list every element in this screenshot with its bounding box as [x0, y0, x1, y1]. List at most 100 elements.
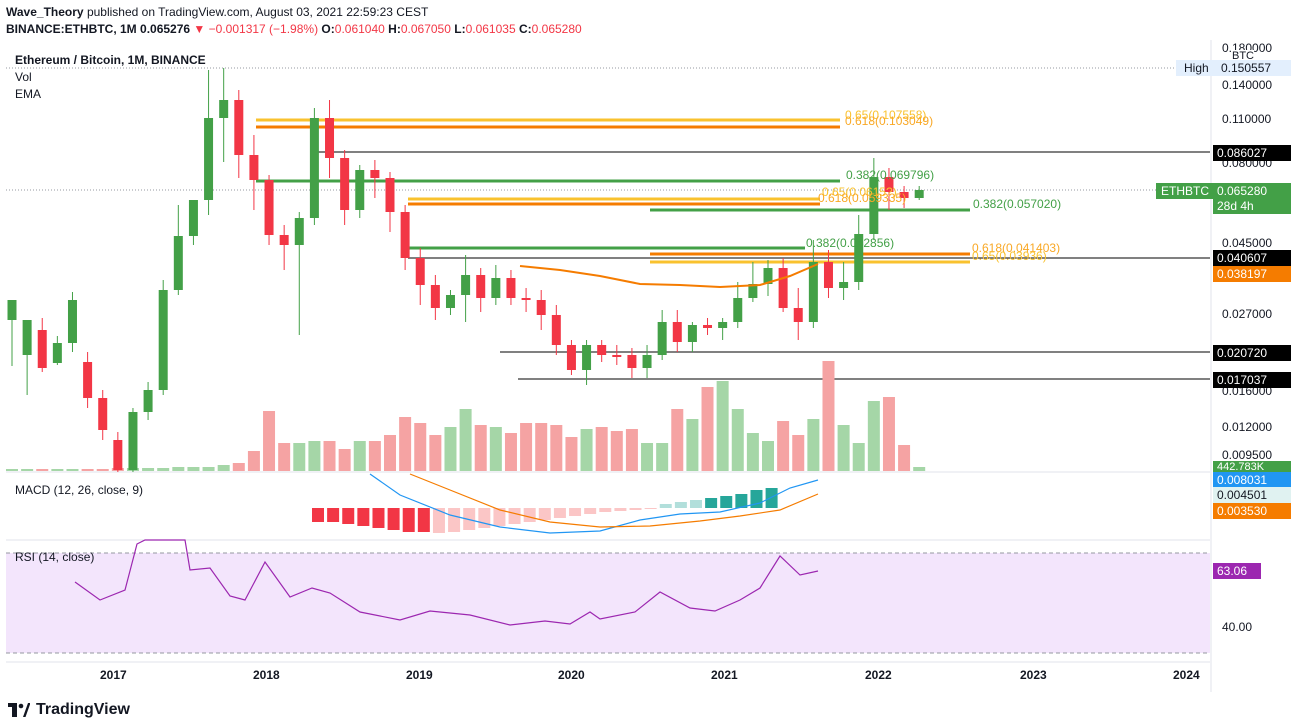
- candle-body[interactable]: [687, 325, 697, 342]
- candle-body[interactable]: [506, 278, 516, 298]
- candle-body[interactable]: [491, 278, 501, 298]
- vol-legend[interactable]: Vol: [15, 70, 32, 84]
- candle-body[interactable]: [476, 275, 486, 298]
- candle-body[interactable]: [703, 325, 713, 328]
- candle-body[interactable]: [219, 100, 229, 118]
- fib-label[interactable]: 0.65(0.03936): [972, 249, 1047, 263]
- candle-body[interactable]: [143, 390, 153, 412]
- candle-body[interactable]: [67, 300, 77, 343]
- time-tick: 2017: [100, 668, 127, 682]
- candle-body[interactable]: [748, 284, 758, 298]
- volume-bar: [51, 469, 64, 471]
- fib-label[interactable]: 0.65(0.0615?): [822, 185, 897, 199]
- candle-body[interactable]: [521, 298, 531, 300]
- candle-body[interactable]: [98, 398, 108, 430]
- countdown-badge: 28d 4h: [1213, 198, 1291, 214]
- volume-bar: [142, 468, 155, 471]
- candle-body[interactable]: [340, 158, 350, 210]
- candle-body[interactable]: [536, 300, 546, 315]
- candle-body[interactable]: [612, 355, 622, 357]
- macd-value-badge: 0.003530: [1213, 503, 1291, 519]
- candle-body[interactable]: [83, 362, 93, 398]
- candle-body[interactable]: [869, 177, 879, 234]
- candle-body[interactable]: [551, 315, 561, 345]
- candle-body[interactable]: [385, 178, 395, 212]
- volume-bar: [504, 433, 517, 471]
- volume-bar: [625, 429, 638, 471]
- candle-body[interactable]: [763, 268, 773, 284]
- candle-body[interactable]: [733, 298, 743, 322]
- candle-body[interactable]: [597, 345, 607, 355]
- ema-legend[interactable]: EMA: [15, 87, 42, 101]
- author-name[interactable]: Wave_Theory: [6, 5, 84, 19]
- candle-body[interactable]: [279, 235, 289, 245]
- macd-histogram-bar: [720, 496, 733, 508]
- volume-bar: [898, 445, 911, 471]
- volume-bar: [202, 467, 215, 471]
- candle-body[interactable]: [430, 285, 440, 308]
- fib-label[interactable]: 0.618(0.041403): [972, 241, 1061, 255]
- tradingview-logo[interactable]: TradingView: [8, 700, 130, 720]
- candle-body[interactable]: [355, 170, 365, 210]
- price-tick: 0.140000: [1222, 78, 1273, 92]
- candle-body[interactable]: [294, 218, 304, 245]
- volume-bar: [913, 467, 926, 471]
- candle-body[interactable]: [264, 180, 274, 235]
- candle-body[interactable]: [627, 355, 637, 368]
- candle-body[interactable]: [566, 345, 576, 370]
- macd-histogram-bar: [312, 508, 324, 522]
- high-label: High: [1176, 60, 1217, 76]
- macd-histogram-bar: [614, 508, 627, 511]
- candle-body[interactable]: [445, 295, 455, 308]
- candle-body[interactable]: [309, 118, 319, 218]
- candle-body[interactable]: [718, 322, 728, 328]
- candle-body[interactable]: [37, 330, 47, 368]
- candle-body[interactable]: [657, 322, 667, 355]
- current-price-badge: 0.065280: [1213, 183, 1291, 199]
- volume-bar: [595, 427, 608, 471]
- candle-body[interactable]: [823, 262, 833, 288]
- symbol-legend[interactable]: Ethereum / Bitcoin, 1M, BINANCE: [15, 53, 206, 67]
- candle-body[interactable]: [884, 177, 894, 192]
- fib-label[interactable]: 0.382(0.069796): [846, 168, 935, 182]
- rsi-legend[interactable]: RSI (14, close): [15, 550, 95, 564]
- candle-body[interactable]: [52, 343, 62, 363]
- candle-body[interactable]: [793, 308, 803, 322]
- candle-body[interactable]: [173, 236, 183, 290]
- candle-body[interactable]: [249, 155, 259, 180]
- fib-label[interactable]: 0.65(0.107558): [845, 108, 927, 122]
- candle-body[interactable]: [672, 322, 682, 342]
- fib-label[interactable]: 0.382(0.057020): [973, 197, 1062, 211]
- candle-body[interactable]: [808, 262, 818, 322]
- candle-body[interactable]: [204, 118, 214, 200]
- candle-body[interactable]: [234, 100, 244, 155]
- publish-info: Wave_Theory published on TradingView.com…: [6, 5, 428, 19]
- candle-body[interactable]: [188, 200, 198, 236]
- candle-body[interactable]: [582, 345, 592, 370]
- candle-body[interactable]: [914, 190, 924, 198]
- fib-label[interactable]: 0.618(0.059335): [818, 191, 907, 205]
- candle-body[interactable]: [22, 320, 32, 355]
- macd-histogram-bar: [448, 508, 461, 532]
- candle-body[interactable]: [400, 212, 410, 258]
- candle-body[interactable]: [7, 300, 17, 320]
- fib-label[interactable]: 0.382(0.042856): [806, 236, 895, 250]
- candle-body[interactable]: [642, 355, 652, 368]
- candle-body[interactable]: [370, 170, 380, 178]
- candle-body[interactable]: [325, 118, 335, 158]
- candle-body[interactable]: [854, 234, 864, 282]
- macd-legend[interactable]: MACD (12, 26, close, 9): [15, 483, 144, 497]
- candle-body[interactable]: [113, 440, 123, 470]
- volume-bar: [716, 381, 729, 471]
- candle-body[interactable]: [158, 290, 168, 390]
- candle-body[interactable]: [839, 282, 849, 288]
- open-value: 0.061040: [334, 22, 385, 36]
- candle-body[interactable]: [461, 275, 471, 295]
- candle-body[interactable]: [899, 192, 909, 198]
- fib-label[interactable]: 0.618(0.103049): [845, 114, 934, 128]
- candle-body[interactable]: [415, 258, 425, 285]
- price-marker-badge: 0.086027: [1213, 145, 1291, 161]
- candle-body[interactable]: [128, 412, 138, 470]
- candle-body[interactable]: [778, 268, 788, 308]
